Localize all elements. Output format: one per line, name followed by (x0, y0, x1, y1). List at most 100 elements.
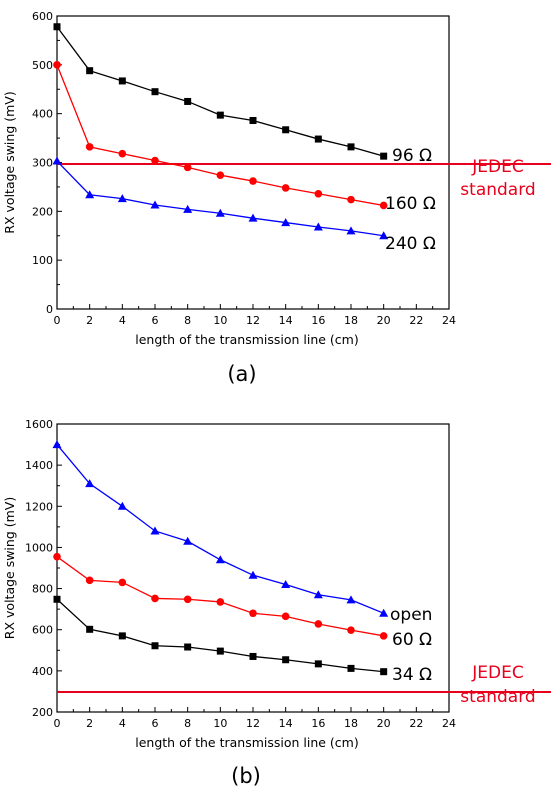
data-point (249, 177, 257, 185)
data-point (281, 218, 291, 227)
data-point (118, 578, 127, 587)
data-point (314, 189, 323, 198)
y-tick-label: 200 (32, 706, 53, 719)
x-tick-label: 24 (442, 314, 456, 327)
series-label: 160 Ω (385, 194, 436, 214)
x-tick-label: 4 (119, 717, 126, 730)
x-tick-label: 2 (86, 717, 93, 730)
data-point (53, 552, 61, 561)
series-line (56, 556, 384, 637)
series-label: open (390, 605, 432, 625)
x-tick-label: 6 (152, 717, 159, 730)
x-tick-label: 22 (409, 314, 423, 327)
y-tick-label: 300 (32, 157, 53, 170)
data-point (346, 226, 356, 235)
jedec-standard-label: standard (460, 687, 535, 707)
data-point (151, 594, 159, 603)
data-point (85, 143, 94, 151)
data-point (183, 163, 192, 172)
data-point (86, 67, 94, 75)
data-point (53, 595, 61, 603)
data-point (380, 152, 388, 160)
data-point (216, 598, 225, 606)
data-point (379, 201, 388, 210)
y-axis-label: RX voltage swing (mV) (2, 91, 17, 233)
x-tick-label: 6 (152, 314, 159, 327)
y-tick-label: 400 (32, 665, 53, 678)
data-point (118, 149, 127, 158)
data-point (86, 625, 94, 633)
data-point (53, 61, 61, 69)
data-point (150, 526, 160, 535)
x-tick-label: 0 (54, 717, 61, 730)
data-point (249, 117, 257, 125)
chart-a: 0 2 4 6 8 10 12 14 16 18 20 22 240100200300400500600… (2, 10, 551, 386)
data-point (151, 88, 159, 96)
x-tick-label: 14 (279, 717, 293, 730)
data-point (313, 222, 323, 231)
y-tick-label: 600 (32, 624, 53, 637)
jedec-standard-label: JEDEC (471, 663, 523, 683)
data-point (151, 156, 159, 165)
x-axis-label: length of the transmission line (cm) (135, 735, 359, 750)
x-tick-label: 4 (119, 314, 126, 327)
data-point (52, 440, 62, 449)
data-point (118, 632, 126, 640)
data-point (379, 231, 389, 240)
x-tick-label: 16 (311, 314, 325, 327)
data-point (85, 479, 95, 488)
data-point (183, 536, 193, 545)
plot-frame (56, 423, 450, 713)
data-point (314, 660, 322, 668)
data-point (248, 570, 258, 579)
y-tick-label: 1400 (25, 459, 53, 472)
x-tick-label: 18 (344, 717, 358, 730)
y-tick-label: 1600 (25, 418, 53, 431)
y-tick-label: 500 (32, 59, 53, 72)
data-point (281, 184, 290, 192)
data-point (248, 213, 258, 222)
data-point (151, 642, 159, 650)
data-point (183, 204, 193, 213)
x-tick-label: 14 (279, 314, 293, 327)
data-point (184, 97, 192, 105)
data-point (249, 652, 257, 660)
data-point (282, 656, 290, 664)
data-point (347, 195, 355, 204)
x-tick-label: 10 (213, 717, 227, 730)
series-label: 34 Ω (392, 665, 432, 685)
data-point (85, 576, 94, 585)
x-tick-label: 20 (377, 717, 391, 730)
series-line (56, 598, 384, 673)
data-point (183, 595, 192, 604)
data-point (347, 664, 355, 672)
data-point (282, 126, 290, 134)
data-point (215, 555, 225, 564)
y-tick-label: 1000 (25, 541, 53, 554)
y-tick-label: 100 (32, 254, 53, 267)
data-point (281, 612, 290, 621)
data-point (281, 579, 291, 588)
data-point (53, 23, 61, 31)
jedec-standard-label: standard (460, 180, 535, 200)
series-line (56, 64, 384, 207)
data-point (380, 668, 388, 676)
data-point (346, 595, 356, 604)
subplot-label: (b) (231, 764, 261, 788)
y-tick-label: 400 (32, 108, 53, 121)
data-point (216, 111, 224, 119)
y-axis-label: RX voltage swing (mV) (2, 497, 17, 639)
y-tick-label: 1200 (25, 500, 53, 513)
y-tick-label: 600 (32, 10, 53, 23)
chart-b: 0 2 4 6 8 10 12 14 16 18 20 22 242004006008001000120… (2, 418, 551, 788)
y-tick-label: 800 (32, 583, 53, 596)
data-point (117, 194, 127, 203)
data-point (313, 590, 323, 599)
x-tick-label: 24 (442, 717, 456, 730)
jedec-standard-label: JEDEC (471, 157, 523, 177)
data-point (314, 620, 323, 628)
y-tick-label: 0 (46, 303, 53, 316)
x-axis-label: length of the transmission line (cm) (135, 332, 359, 347)
data-point (216, 171, 225, 179)
